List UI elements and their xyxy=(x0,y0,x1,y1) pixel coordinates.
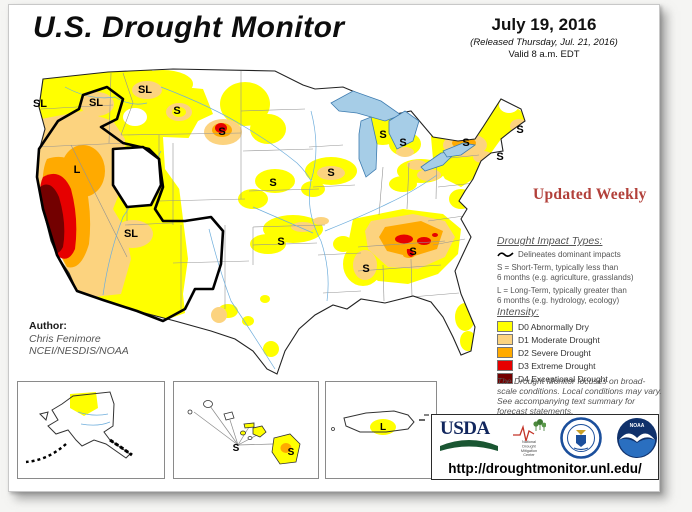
intensity-label: D0 Abnormally Dry xyxy=(518,321,589,332)
delineates-label: Delineates dominant impacts xyxy=(518,250,621,259)
valid-time: Valid 8 a.m. EDT xyxy=(508,49,580,60)
date-block: July 19, 2016 (Released Thursday, Jul. 2… xyxy=(437,15,651,60)
ndmc-text-line: Center xyxy=(523,453,535,457)
map-impact-label: SL xyxy=(124,228,138,240)
intensity-swatch xyxy=(497,334,513,345)
hawaii-inset: S S xyxy=(173,381,319,479)
short-term-definition: S = Short-Term, typically less than 6 mo… xyxy=(497,263,634,282)
rivers xyxy=(64,86,438,370)
intensity-label: D1 Moderate Drought xyxy=(518,334,600,345)
intensity-legend-row: D0 Abnormally Dry xyxy=(497,321,665,332)
map-impact-label: SL xyxy=(89,97,103,109)
intensity-legend-row: D2 Severe Drought xyxy=(497,347,665,358)
long-term-definition: L = Long-Term, typically greater than 6 … xyxy=(497,286,627,305)
map-impact-label: L xyxy=(74,164,81,176)
hawaii-island-label: S xyxy=(288,447,295,458)
map-impact-label: S xyxy=(277,236,284,248)
intensity-rows: D0 Abnormally Dry D1 Moderate Drought D2 S… xyxy=(497,321,665,384)
hawaii-hub-label: S xyxy=(233,443,240,454)
map-impact-label: S xyxy=(516,124,523,136)
map-impact-label: SL xyxy=(33,98,47,110)
author-name: Chris Fenimore xyxy=(29,332,101,345)
drought-monitor-url[interactable]: http://droughtmonitor.unl.edu/ xyxy=(448,461,642,476)
alaska-inset xyxy=(17,381,165,479)
hawaii-map: S S xyxy=(187,400,301,465)
great-lakes xyxy=(330,90,477,178)
map-impact-label: S xyxy=(218,126,225,138)
ndmc-text-line: Drought xyxy=(522,444,536,448)
map-impact-label: S xyxy=(409,246,416,258)
lake-superior xyxy=(330,90,402,122)
usda-swoosh xyxy=(440,440,498,451)
lake-huron xyxy=(388,110,420,150)
map-impact-label: S xyxy=(362,263,369,275)
logos-row: USDA National Drought Mitigation Center xyxy=(436,417,662,459)
puerto-rico-inset: L xyxy=(325,381,437,479)
ndmc-text-line: National xyxy=(522,440,536,444)
map-impact-label: S xyxy=(327,167,334,179)
released-date: (Released Thursday, Jul. 21, 2016) xyxy=(470,37,618,48)
impact-squiggle-icon xyxy=(497,252,514,257)
author-heading: Author: xyxy=(29,320,67,332)
page-title: U.S. Drought Monitor xyxy=(33,11,345,44)
map-impact-label: SL xyxy=(138,84,152,96)
author-org: NCEI/NESDIS/NOAA xyxy=(29,345,129,357)
alaska-map xyxy=(25,391,133,464)
puerto-rico-label: L xyxy=(380,422,386,433)
intensity-legend-row: D4 Exceptional Drought xyxy=(497,373,665,384)
ndmc-text-line: Mitigation xyxy=(521,449,537,453)
intensity-label: D2 Severe Drought xyxy=(518,347,591,358)
noaa-logo-text: NOAA xyxy=(630,423,645,429)
intensity-heading: Intensity: xyxy=(497,306,540,318)
map-impact-label: S xyxy=(269,177,276,189)
impact-contour xyxy=(35,85,225,323)
intensity-label: D3 Extreme Drought xyxy=(518,360,596,371)
puerto-rico-map: L xyxy=(331,410,429,435)
aleutian-islands xyxy=(25,443,67,464)
intensity-swatch xyxy=(497,360,513,371)
drought-monitor-sheet: U.S. Drought Monitor July 19, 2016 (Rele… xyxy=(8,4,662,492)
impact-types-legend: Drought Impact Types: Delineates dominan… xyxy=(497,235,665,305)
commerce-seal-logo xyxy=(560,417,602,459)
intensity-legend-row: D1 Moderate Drought xyxy=(497,334,665,345)
intensity-swatch xyxy=(497,321,513,332)
lake-ontario xyxy=(442,142,477,158)
footer-box: USDA National Drought Mitigation Center xyxy=(431,414,659,480)
author-block: Author: Chris Fenimore NCEI/NESDIS/NOAA xyxy=(29,320,129,358)
noaa-logo: NOAA xyxy=(617,418,657,458)
map-impact-label: S xyxy=(462,137,469,149)
map-impact-label: S xyxy=(399,137,406,149)
map-impact-label: S xyxy=(173,105,180,117)
map-impact-label: S xyxy=(496,151,503,163)
intensity-swatch xyxy=(497,373,513,384)
updated-weekly-note: Updated Weekly xyxy=(533,186,647,203)
map-impact-label: S xyxy=(379,129,386,141)
intensity-swatch xyxy=(497,347,513,358)
usda-logo: USDA xyxy=(440,419,498,456)
impact-types-heading: Drought Impact Types: xyxy=(497,235,603,247)
disclaimer-text: The Drought Monitor focuses on broad-sca… xyxy=(497,376,662,416)
intensity-legend: Intensity: D0 Abnormally Dry D1 Moderate … xyxy=(497,306,665,384)
intensity-legend-row: D3 Extreme Drought xyxy=(497,360,665,371)
intensity-label: D4 Exceptional Drought xyxy=(518,373,608,384)
state-borders xyxy=(37,71,480,311)
lake-michigan xyxy=(358,116,378,178)
map-date: July 19, 2016 xyxy=(491,15,597,34)
